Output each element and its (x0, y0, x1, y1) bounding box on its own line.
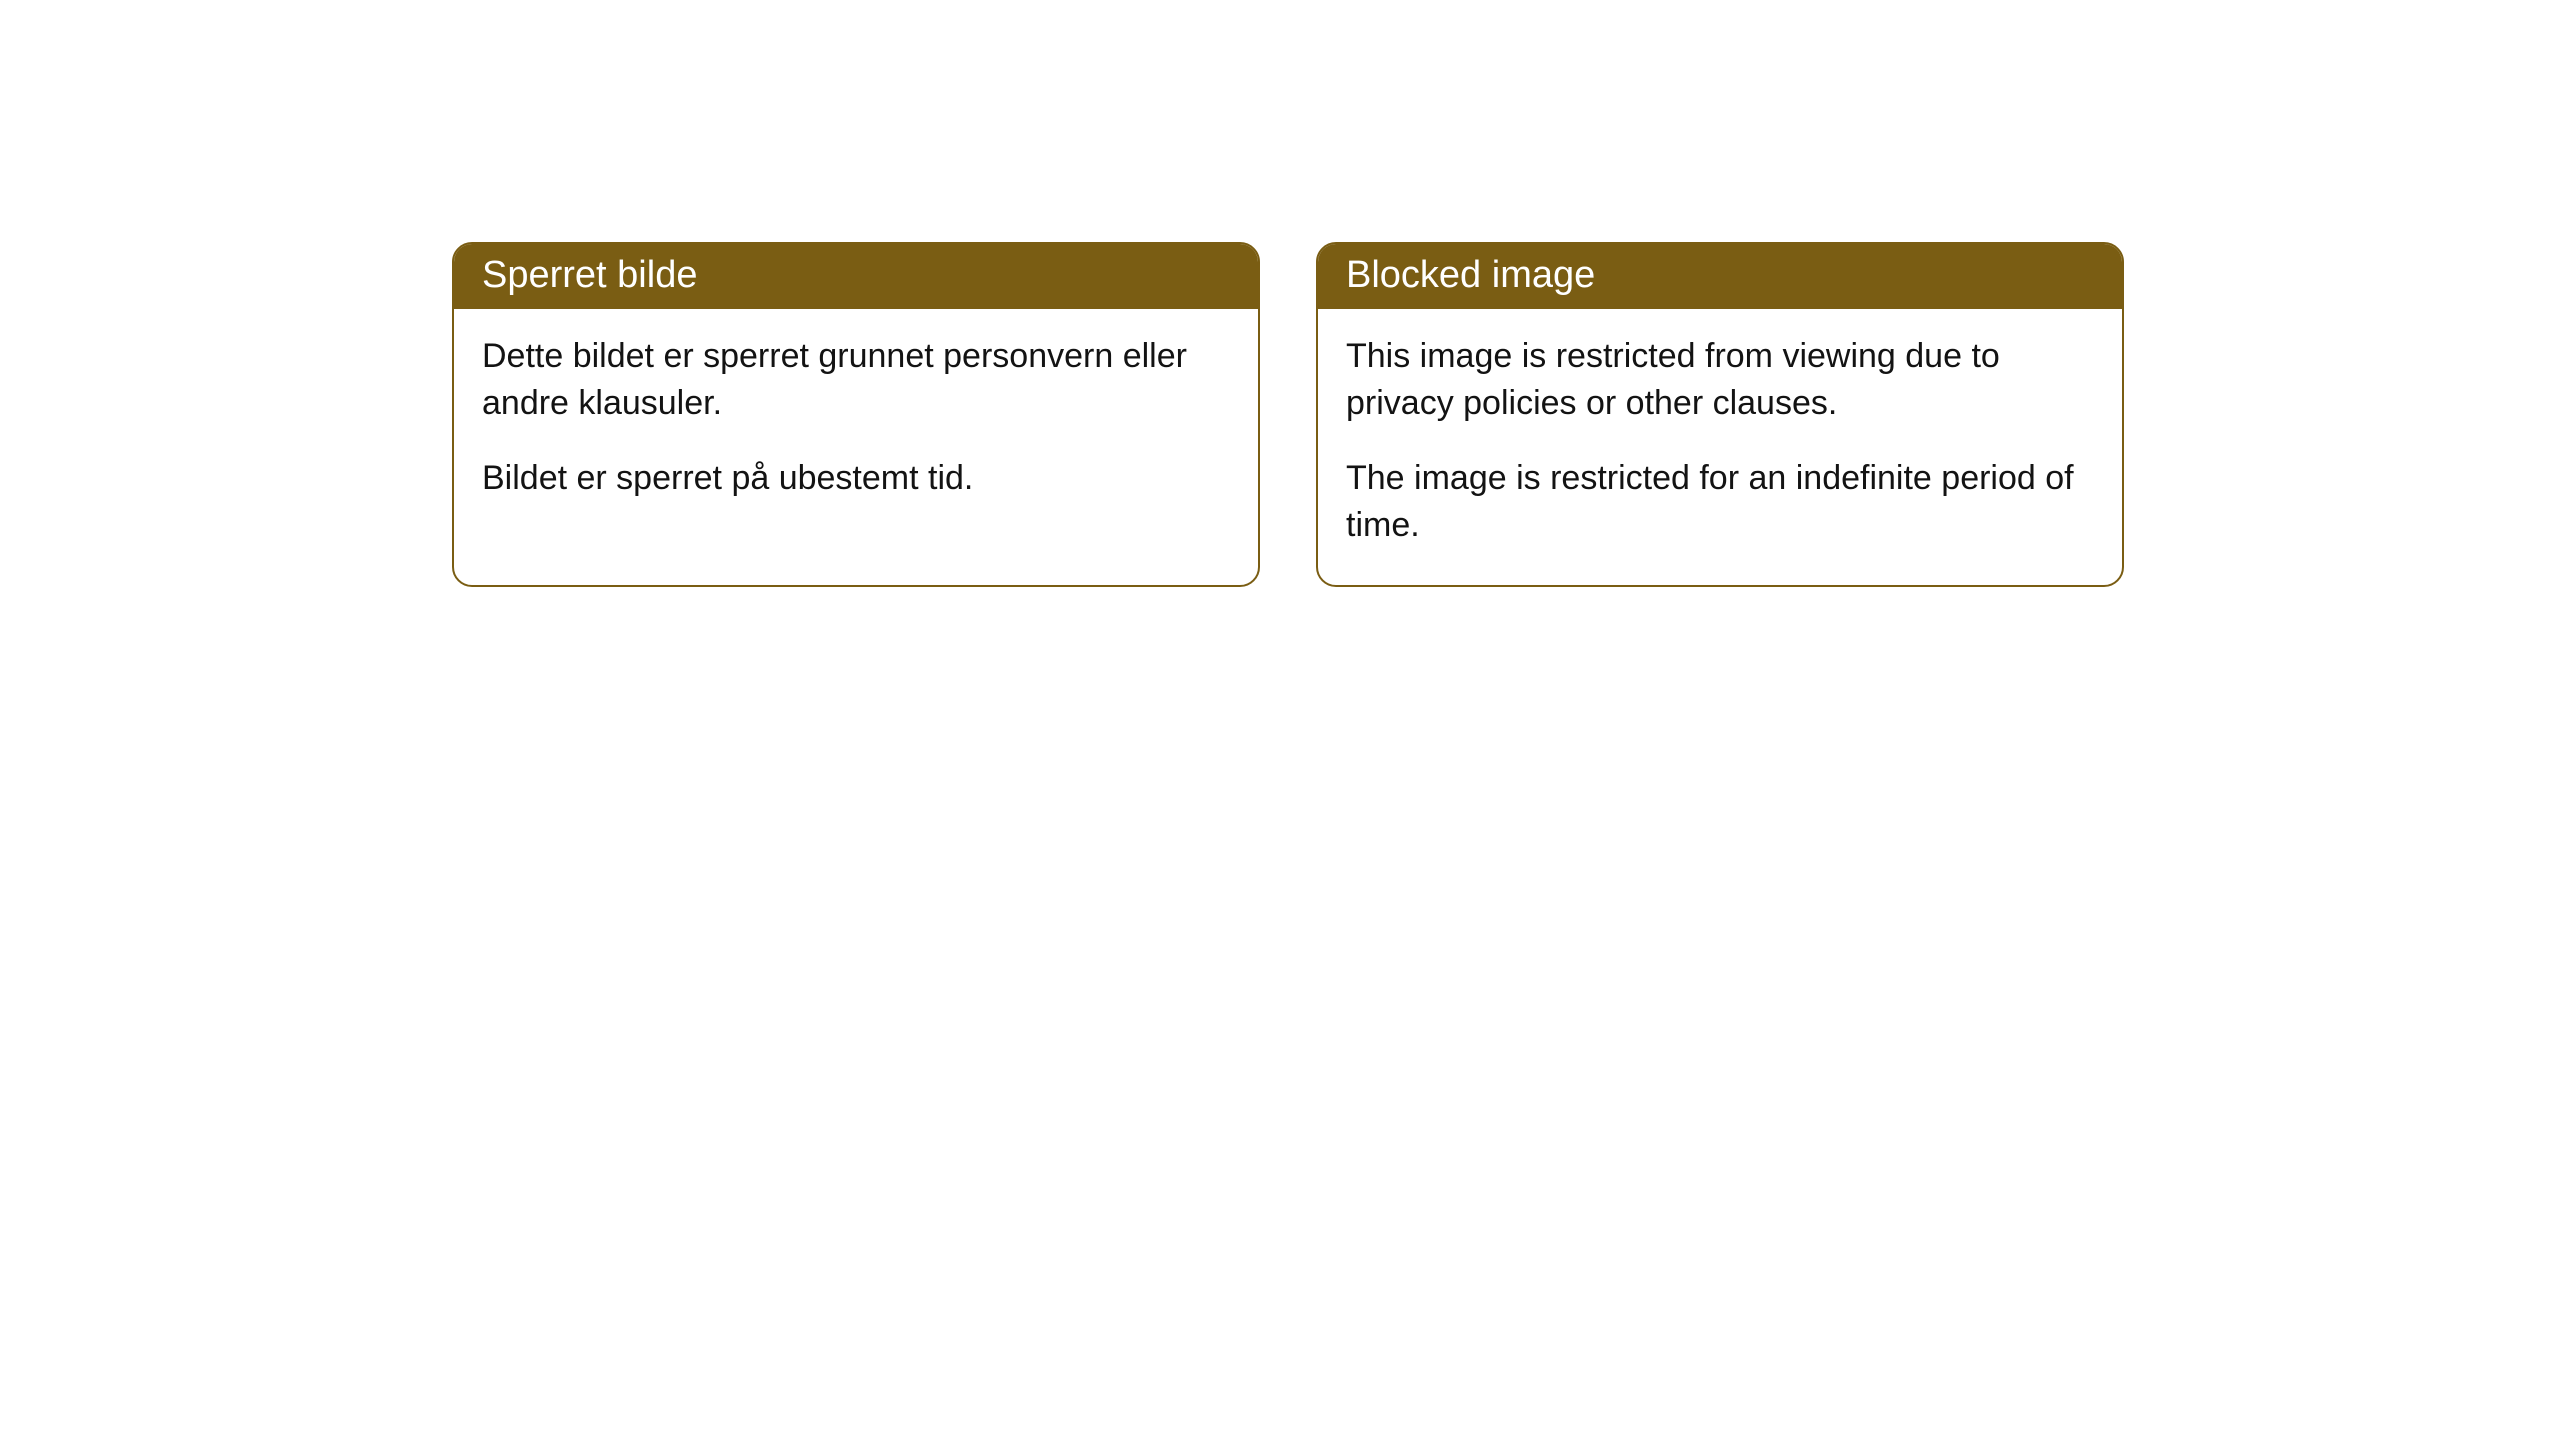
card-body-no: Dette bildet er sperret grunnet personve… (454, 309, 1258, 538)
card-paragraph-no-1: Dette bildet er sperret grunnet personve… (482, 333, 1230, 427)
card-title-no: Sperret bilde (454, 244, 1258, 309)
card-paragraph-en-1: This image is restricted from viewing du… (1346, 333, 2094, 427)
blocked-image-card-no: Sperret bilde Dette bildet er sperret gr… (452, 242, 1260, 587)
card-title-en: Blocked image (1318, 244, 2122, 309)
blocked-image-card-en: Blocked image This image is restricted f… (1316, 242, 2124, 587)
notice-cards-container: Sperret bilde Dette bildet er sperret gr… (0, 0, 2560, 587)
card-body-en: This image is restricted from viewing du… (1318, 309, 2122, 585)
card-paragraph-en-2: The image is restricted for an indefinit… (1346, 455, 2094, 549)
card-paragraph-no-2: Bildet er sperret på ubestemt tid. (482, 455, 1230, 502)
